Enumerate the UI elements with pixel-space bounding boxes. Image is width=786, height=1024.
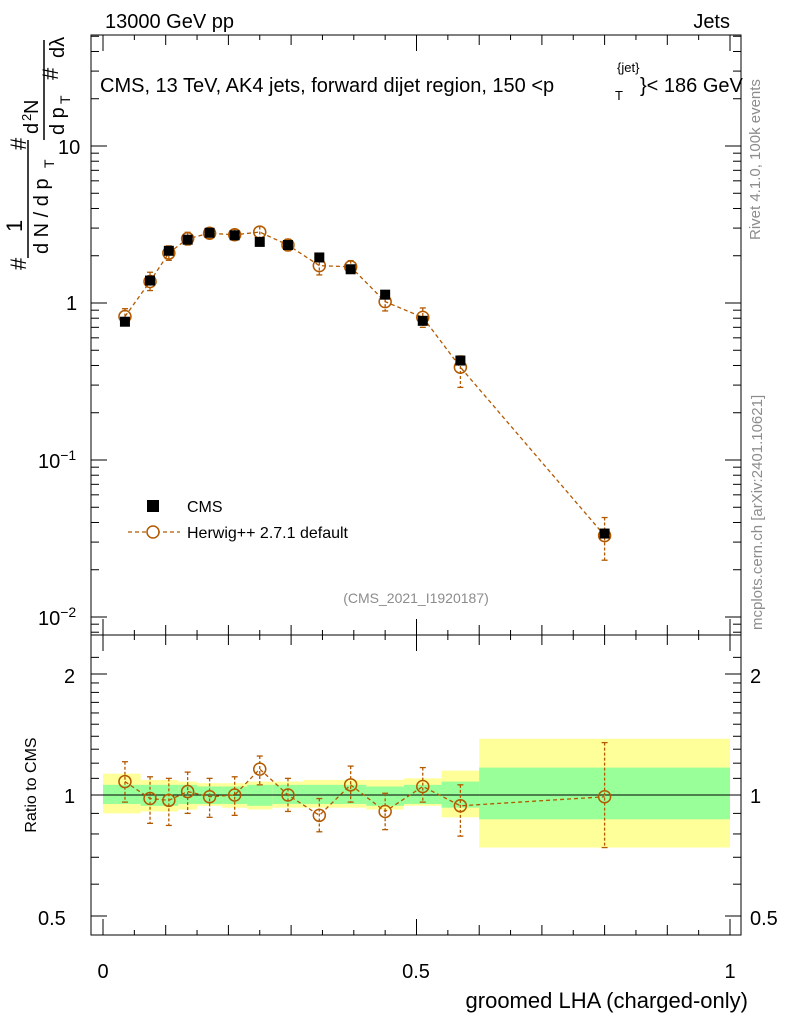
ratio-axis-label: Ratio to CMS (23, 737, 40, 832)
cms-data-point (229, 230, 240, 241)
x-tick-label-0: 0 (97, 961, 108, 983)
y-ratio-tick-labels: 2 1 0.5 2 1 0.5 (38, 666, 778, 930)
legend-cms-label: CMS (187, 499, 223, 516)
y-tick-label-0.1: 10−1 (38, 447, 76, 473)
legend-cms-marker (147, 500, 159, 512)
y-main-tick-labels: 10 1 10−1 10−2 (38, 137, 80, 630)
x-axis-label: groomed LHA (charged-only) (466, 988, 748, 1013)
energy-label: 13000 GeV pp (105, 11, 234, 33)
mcplots-label: mcplots.cern.ch [arXiv:2401.10621] (749, 395, 766, 630)
main-plot-frame (90, 34, 742, 636)
y-tick-label-10: 10 (58, 137, 80, 159)
x-tick-label-0.5: 0.5 (402, 961, 430, 983)
svg-text:d N / d p: d N / d p (31, 178, 53, 254)
ratio-line (124, 768, 605, 817)
y-tick-label-1: 1 (66, 293, 77, 315)
ratio-data-point (143, 791, 157, 806)
cms-data-point (417, 315, 428, 326)
cms-data-point (599, 528, 610, 539)
ratio-tick-label-1-right: 1 (750, 786, 761, 808)
cms-data-point (145, 275, 156, 286)
ratio-band-inner-bin (103, 784, 141, 804)
svg-text:T: T (41, 159, 57, 168)
main-axis-label: # 1 d N / d p T # d 2 N d p T # dλ (2, 37, 73, 270)
ratio-data-point (597, 790, 612, 804)
cms-series-main (119, 227, 610, 539)
mc-data-point (202, 226, 217, 241)
svg-text:#: # (6, 137, 31, 150)
ratio-data-point (202, 790, 217, 804)
ratio-tick-label-2-right: 2 (750, 666, 761, 688)
svg-text:2: 2 (19, 114, 34, 121)
mc-line (124, 231, 606, 537)
axis-ticks (91, 35, 741, 935)
ratio-data-point (378, 804, 392, 819)
mc-data-point (143, 274, 157, 289)
analysis-id: (CMS_2021_I1920187) (343, 590, 489, 606)
svg-text:N: N (21, 100, 43, 114)
ratio-tick-label-2: 2 (64, 666, 75, 688)
legend: CMS Herwig++ 2.7.1 default (128, 499, 349, 542)
ratio-data-point (312, 808, 327, 823)
svg-text:T: T (57, 95, 73, 104)
cms-data-point (314, 252, 325, 263)
plot-title-superscript: {jet} (617, 60, 640, 75)
legend-mc-label: Herwig++ 2.7.1 default (187, 525, 349, 542)
cms-data-point (282, 240, 293, 251)
ratio-data-point (253, 762, 267, 776)
svg-text:#: # (6, 257, 31, 270)
cms-data-point (163, 245, 174, 256)
ratio-data-point (453, 799, 468, 813)
ratio-data-point (162, 793, 176, 808)
cms-data-point (182, 234, 193, 245)
ratio-data-point (227, 788, 242, 802)
x-tick-labels: 0 0.5 1 (97, 961, 735, 983)
rivet-version-label: Rivet 4.1.0, 100k events (747, 79, 764, 240)
cms-data-point (119, 316, 130, 327)
cms-data-point (380, 289, 391, 300)
ratio-data-point (343, 778, 358, 792)
category-label: Jets (693, 11, 730, 33)
svg-text:#: # (38, 67, 63, 80)
mc-series-ratio (118, 741, 612, 849)
cms-data-point (345, 264, 356, 275)
cms-data-point (254, 236, 265, 247)
svg-text:d p: d p (47, 107, 69, 135)
ratio-tick-label-1: 1 (64, 786, 75, 808)
ratio-band-inner-bin (303, 784, 335, 804)
svg-text:dλ: dλ (47, 37, 69, 58)
plot-title-suffix: }< 186 GeV (640, 75, 744, 97)
y-tick-label-0.01: 10−2 (38, 604, 76, 630)
ratio-data-point (118, 774, 132, 789)
svg-text:d: d (21, 123, 43, 134)
cms-data-point (455, 355, 466, 366)
mc-data-point (281, 238, 295, 252)
x-tick-label-1: 1 (724, 961, 735, 983)
ratio-tick-label-0.5: 0.5 (38, 908, 66, 930)
ratio-data-point (281, 788, 295, 802)
ratio-tick-label-0.5-right: 0.5 (750, 908, 778, 930)
legend-mc-marker (146, 525, 160, 539)
plot-title-subscript: T (615, 88, 623, 103)
ratio-data-point (416, 779, 430, 794)
svg-text:1: 1 (2, 220, 27, 232)
ratio-data-point (180, 784, 195, 799)
plot-title: CMS, 13 TeV, AK4 jets, forward dijet reg… (100, 75, 554, 97)
ratio-band-inner-bin (334, 784, 367, 804)
mc-data-point (227, 228, 242, 242)
cms-data-point (204, 227, 215, 238)
